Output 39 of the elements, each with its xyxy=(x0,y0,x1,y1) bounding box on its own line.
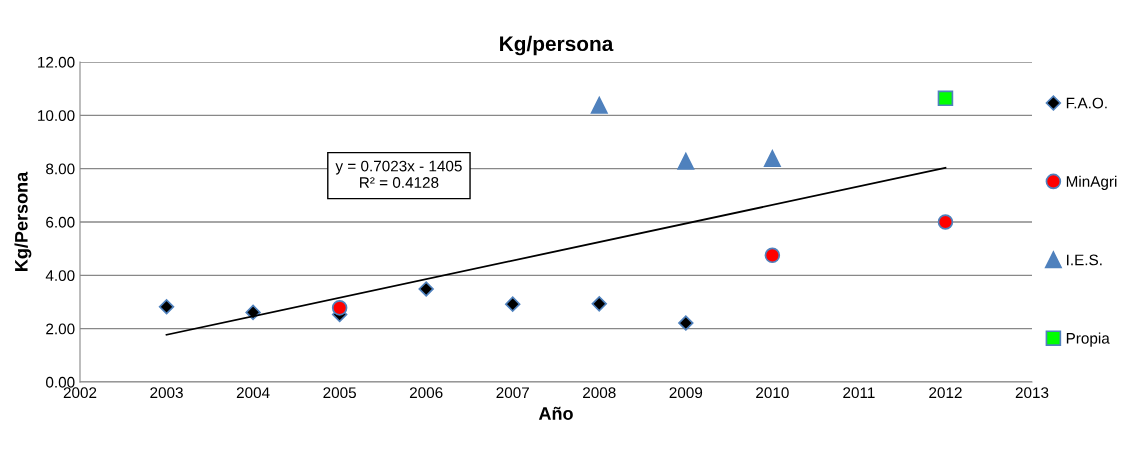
point xyxy=(591,296,607,312)
legend-label: Propia xyxy=(1066,332,1110,347)
x-tick-label: 2013 xyxy=(1015,387,1049,399)
point xyxy=(937,90,954,107)
point xyxy=(505,296,521,312)
x-tick-label: 2007 xyxy=(496,387,529,399)
point xyxy=(418,281,434,297)
y-tick-label: 4.00 xyxy=(45,270,75,282)
x-tick-label: 2005 xyxy=(323,387,356,399)
legend-label: MinAgri xyxy=(1066,175,1117,190)
chart-title: Kg/persona xyxy=(500,35,614,56)
point xyxy=(678,315,694,331)
x-axis-title: Año xyxy=(538,406,573,420)
point xyxy=(764,247,781,264)
point xyxy=(590,96,608,114)
y-tick-label: 10.00 xyxy=(38,110,75,122)
y-tick-label: 6.00 xyxy=(46,216,75,228)
point xyxy=(158,299,175,315)
point xyxy=(763,150,781,168)
y-tick-label: 12.00 xyxy=(38,56,75,68)
x-tick-label: 2008 xyxy=(583,387,616,399)
x-tick-label: 2002 xyxy=(63,387,97,399)
point xyxy=(331,300,348,316)
y-axis-title: Kg/Persona xyxy=(14,171,32,271)
x-tick-label: 2009 xyxy=(669,387,703,399)
annotation: y = 0.7023x - 1405 R² = 0.4128 xyxy=(335,160,462,188)
x-tick-label: 2010 xyxy=(756,387,789,399)
point xyxy=(937,214,954,230)
legend-label: F.A.O. xyxy=(1066,97,1107,109)
point xyxy=(677,152,695,170)
y-tick-label: 2.00 xyxy=(46,323,75,335)
x-tick-label: 2012 xyxy=(929,387,962,399)
y-tick-label: 0.00 xyxy=(46,376,75,388)
x-tick-label: 2003 xyxy=(150,387,183,399)
x-tick-label: 2006 xyxy=(409,387,443,399)
x-tick-label: 2011 xyxy=(843,387,875,399)
x-tick-label: 2004 xyxy=(236,387,270,399)
legend-label: I.E.S. xyxy=(1067,254,1102,266)
y-tick-label: 8.00 xyxy=(46,163,75,175)
